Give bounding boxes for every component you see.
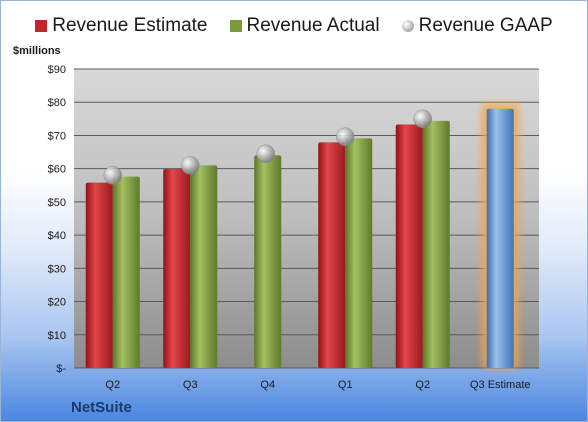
x-tick-label: Q1 bbox=[338, 379, 353, 391]
y-tick-label: $90 bbox=[48, 64, 66, 76]
legend-label-revenue-actual: Revenue Actual bbox=[246, 15, 380, 36]
legend-swatch-revenue-estimate bbox=[35, 20, 48, 32]
x-tick-label: Q2 bbox=[105, 379, 120, 391]
bar-revenue-actual bbox=[190, 165, 218, 368]
bar-revenue-actual bbox=[422, 120, 450, 369]
bar-revenue-estimate bbox=[163, 168, 191, 368]
gridlines bbox=[74, 68, 539, 369]
plot-area bbox=[74, 69, 539, 368]
bar-revenue-estimate bbox=[395, 124, 423, 368]
y-tick-label: $70 bbox=[48, 130, 66, 142]
marker-revenue-gaap bbox=[181, 156, 200, 175]
y-tick-label: $10 bbox=[48, 330, 66, 342]
company-label: NetSuite bbox=[71, 399, 132, 416]
x-tick-label: Q3 bbox=[183, 379, 198, 391]
legend-swatch-revenue-actual bbox=[229, 20, 242, 32]
legend-label-revenue-estimate: Revenue Estimate bbox=[52, 15, 208, 36]
legend-item-revenue-actual: Revenue Actual bbox=[229, 15, 380, 37]
legend-label-revenue-gaap: Revenue GAAP bbox=[418, 15, 553, 36]
x-tick-label: Q4 bbox=[260, 379, 275, 391]
y-tick-label: $40 bbox=[48, 230, 66, 242]
bars bbox=[85, 103, 519, 369]
legend: Revenue Estimate Revenue Actual Revenue … bbox=[1, 15, 587, 37]
x-tick-label: Q3 Estimate bbox=[470, 379, 531, 391]
bar-revenue-actual bbox=[254, 155, 282, 368]
bar-revenue-estimate bbox=[85, 182, 113, 368]
y-tick-label: $20 bbox=[48, 297, 66, 309]
bar-revenue-actual bbox=[345, 138, 373, 368]
legend-swatch-revenue-gaap bbox=[401, 20, 414, 32]
y-tick-label: $50 bbox=[48, 197, 66, 209]
marker-revenue-gaap bbox=[103, 166, 122, 185]
marker-revenue-gaap bbox=[256, 144, 275, 163]
legend-item-revenue-gaap: Revenue GAAP bbox=[401, 15, 553, 37]
bar-revenue-estimate bbox=[318, 142, 346, 368]
axis-labels: $- $10 $20 $30 $40 $50 $60 $70 $80 $90 Q2 Q3 Q4 Q1 Q2 Q… bbox=[48, 64, 531, 391]
bar-revenue-estimate-highlight bbox=[486, 108, 514, 368]
y-axis-unit-label: $millions bbox=[13, 45, 61, 57]
y-tick-label: $30 bbox=[48, 263, 66, 275]
marker-revenue-gaap bbox=[336, 127, 355, 147]
x-tick-label: Q2 bbox=[415, 379, 430, 391]
y-tick-label: $60 bbox=[48, 164, 66, 176]
bar-revenue-actual bbox=[112, 176, 140, 368]
gaap-markers bbox=[103, 109, 432, 185]
marker-revenue-gaap bbox=[413, 109, 432, 129]
y-tick-label: $80 bbox=[48, 97, 66, 109]
legend-item-revenue-estimate: Revenue Estimate bbox=[35, 15, 208, 37]
y-tick-label: $- bbox=[56, 363, 66, 375]
